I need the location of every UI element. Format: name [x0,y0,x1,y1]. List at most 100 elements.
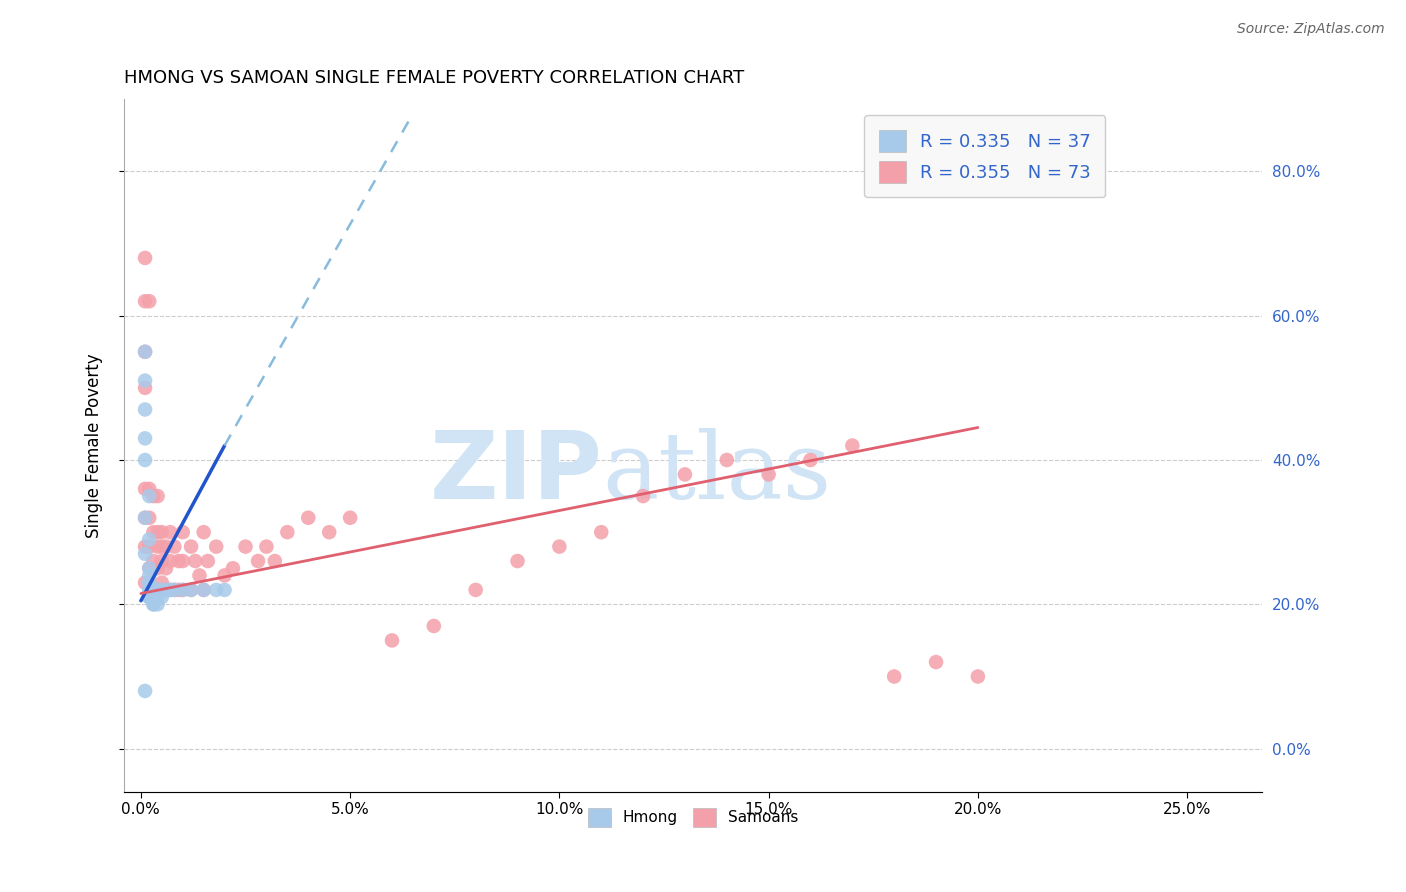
Point [142,590,165,604]
Point [155,582,177,597]
Point [184,554,207,568]
Point [134,344,156,359]
Point [150,525,173,540]
Point [134,510,156,524]
Point [247,554,270,568]
Point [138,582,160,597]
Point [134,344,156,359]
Point [134,294,156,309]
Point [138,582,160,597]
Point [925,655,948,669]
Y-axis label: Single Female Poverty: Single Female Poverty [86,353,103,538]
Point [150,582,173,597]
Point [381,633,404,648]
Point [167,582,190,597]
Point [138,482,160,496]
Point [134,575,156,590]
Point [146,598,169,612]
Point [150,540,173,554]
Point [142,582,165,597]
Point [276,525,298,540]
Point [138,590,160,604]
Point [146,582,169,597]
Point [138,533,160,547]
Point [193,582,215,597]
Point [142,582,165,597]
Point [138,489,160,503]
Point [146,561,169,575]
Point [150,575,173,590]
Point [142,554,165,568]
Point [134,251,156,265]
Legend: Hmong, Samoans: Hmong, Samoans [582,802,806,833]
Point [138,575,160,590]
Point [159,582,181,597]
Point [841,439,863,453]
Point [263,554,285,568]
Point [155,582,177,597]
Point [214,568,236,582]
Point [339,510,361,524]
Point [163,582,186,597]
Point [163,582,186,597]
Point [591,525,613,540]
Point [163,540,186,554]
Point [142,525,165,540]
Point [423,619,446,633]
Point [146,525,169,540]
Point [134,482,156,496]
Point [142,598,165,612]
Point [180,582,202,597]
Point [167,554,190,568]
Point [150,590,173,604]
Point [506,554,529,568]
Point [138,294,160,309]
Point [138,582,160,597]
Point [205,582,228,597]
Point [548,540,571,554]
Point [222,561,245,575]
Point [155,561,177,575]
Point [138,568,160,582]
Point [138,561,160,575]
Point [134,402,156,417]
Text: atlas: atlas [602,428,831,518]
Point [138,540,160,554]
Point [155,540,177,554]
Point [188,568,211,582]
Point [799,453,821,467]
Point [716,453,738,467]
Point [138,575,160,590]
Point [134,374,156,388]
Point [134,453,156,467]
Point [134,684,156,698]
Point [297,510,319,524]
Point [631,489,654,503]
Point [159,582,181,597]
Point [180,582,202,597]
Point [146,540,169,554]
Point [673,467,696,482]
Point [138,590,160,604]
Point [138,510,160,524]
Text: Source: ZipAtlas.com: Source: ZipAtlas.com [1237,22,1385,37]
Point [193,525,215,540]
Point [235,540,257,554]
Point [172,582,194,597]
Point [150,554,173,568]
Point [318,525,340,540]
Point [142,489,165,503]
Point [172,525,194,540]
Point [134,431,156,445]
Point [159,525,181,540]
Point [758,467,780,482]
Point [193,582,215,597]
Text: ZIP: ZIP [429,427,602,519]
Point [180,540,202,554]
Point [883,669,905,683]
Point [464,582,486,597]
Point [138,561,160,575]
Point [214,582,236,597]
Point [142,598,165,612]
Point [159,554,181,568]
